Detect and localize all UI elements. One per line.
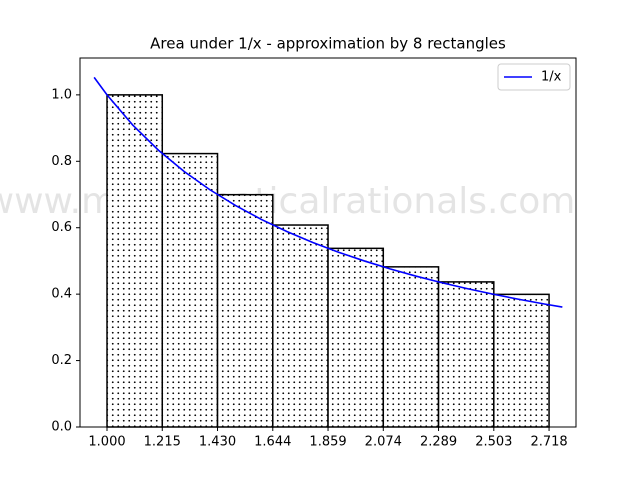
x-tick-label: 1.859 <box>309 435 346 450</box>
line <box>93 76 563 308</box>
x-tick-label: 2.074 <box>365 435 402 450</box>
bar <box>216 193 274 428</box>
bar <box>161 152 219 428</box>
x-tick-label: 1.430 <box>199 435 236 450</box>
bar <box>437 281 495 428</box>
bar <box>327 247 385 428</box>
y-tick-label: 0.4 <box>51 287 72 302</box>
y-tick-label: 1.0 <box>51 87 72 102</box>
watermark: www.mathematicalrationals.com <box>0 181 575 222</box>
bar <box>272 224 329 428</box>
bar <box>382 266 440 428</box>
x-tick-label: 2.503 <box>475 435 512 450</box>
y-tick-label: 0.2 <box>51 353 72 368</box>
bar <box>493 293 550 428</box>
x-tick-label: 2.289 <box>420 435 457 450</box>
y-tick-label: 0.8 <box>51 154 72 169</box>
legend: 1/x <box>497 63 571 91</box>
bar <box>106 94 164 428</box>
x-tick-label: 1.644 <box>254 435 291 450</box>
legend-box <box>497 63 571 91</box>
y-tick-label: 0.6 <box>51 220 72 235</box>
y-tick-label: 0.0 <box>51 420 72 435</box>
x-tick-label: 2.718 <box>530 435 567 450</box>
x-tick-label: 1.215 <box>144 435 181 450</box>
x-tick-label: 1.000 <box>88 435 125 450</box>
legend-label: 1/x <box>541 70 562 85</box>
chart-title: Area under 1/x - approximation by 8 rect… <box>150 35 506 53</box>
